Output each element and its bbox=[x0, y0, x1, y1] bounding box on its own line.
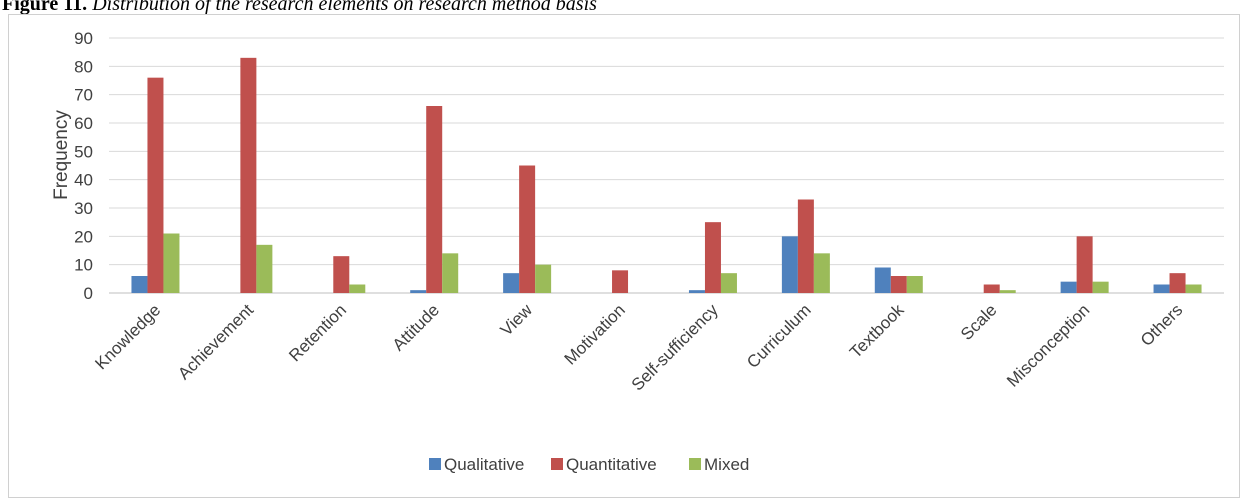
bar-qualitative-curriculum bbox=[781, 236, 798, 293]
bar-mixed-textbook bbox=[906, 276, 923, 293]
chart-area: 0 10 20 30 40 50 60 70 80 90 Knowledge Achievement… bbox=[8, 14, 1240, 498]
bar-mixed-others bbox=[1185, 284, 1202, 293]
x-tick-label: Knowledge bbox=[91, 300, 164, 373]
x-tick-label: View bbox=[497, 300, 537, 340]
y-tick-label: 20 bbox=[74, 227, 93, 246]
bar-qualitative-misconception bbox=[1060, 281, 1077, 293]
bar-quantitative-self-sufficiency bbox=[704, 222, 721, 293]
y-tick-label: 70 bbox=[74, 86, 93, 105]
x-tick-label: Motivation bbox=[561, 300, 629, 368]
bar-qualitative-self-sufficiency bbox=[688, 290, 705, 293]
x-axis-ticks: Knowledge Achievement Retention Attitude Vie… bbox=[91, 300, 1186, 395]
y-tick-label: 80 bbox=[74, 57, 93, 76]
legend-swatch bbox=[429, 458, 441, 470]
x-tick-label: Scale bbox=[957, 300, 1001, 344]
x-tick-label: Attitude bbox=[389, 300, 443, 354]
bar-mixed-retention bbox=[349, 284, 366, 293]
gridlines bbox=[109, 37, 1224, 294]
bar-quantitative-retention bbox=[333, 256, 350, 293]
legend-swatch bbox=[551, 458, 563, 470]
bar-qualitative-textbook bbox=[874, 267, 891, 293]
x-tick-label: Self-sufficiency bbox=[628, 300, 722, 394]
legend-label: Quantitative bbox=[566, 455, 657, 474]
bar-qualitative-view bbox=[503, 273, 520, 293]
legend-item-mixed: Mixed bbox=[689, 455, 749, 474]
y-tick-label: 90 bbox=[74, 29, 93, 48]
legend-label: Mixed bbox=[704, 455, 749, 474]
y-axis-ticks: 0 10 20 30 40 50 60 70 80 90 bbox=[74, 29, 93, 303]
y-tick-label: 30 bbox=[74, 199, 93, 218]
figure-caption: Figure 11. Distribution of the research … bbox=[2, 0, 597, 17]
x-tick-label: Misconception bbox=[1003, 300, 1093, 390]
legend-item-qualitative: Qualitative bbox=[429, 455, 524, 474]
bar-quantitative-view bbox=[519, 165, 536, 293]
bar-quantitative-attitude bbox=[426, 106, 443, 293]
y-axis-label: Frequency bbox=[51, 110, 72, 200]
x-tick-label: Others bbox=[1137, 300, 1187, 350]
figure-label: Figure 11. bbox=[2, 0, 88, 15]
bar-quantitative-curriculum bbox=[797, 199, 814, 293]
bar-qualitative-knowledge bbox=[131, 276, 148, 293]
x-tick-label: Textbook bbox=[846, 300, 908, 362]
legend-item-quantitative: Quantitative bbox=[551, 455, 657, 474]
x-tick-label: Achievement bbox=[174, 300, 257, 383]
bar-quantitative-others bbox=[1169, 273, 1186, 293]
bar-quantitative-achievement bbox=[240, 57, 257, 294]
bar-qualitative-others bbox=[1153, 284, 1170, 293]
figure-title: Distribution of the research elements on… bbox=[92, 0, 597, 15]
bar-mixed-attitude bbox=[442, 253, 459, 293]
y-tick-label: 0 bbox=[84, 284, 93, 303]
x-tick-label: Retention bbox=[285, 300, 350, 365]
bar-mixed-scale bbox=[999, 290, 1016, 293]
bar-quantitative-textbook bbox=[890, 276, 907, 293]
bar-quantitative-motivation bbox=[612, 270, 629, 293]
bar-mixed-knowledge bbox=[163, 233, 180, 293]
bars bbox=[131, 57, 1202, 294]
y-tick-label: 40 bbox=[74, 171, 93, 190]
y-tick-label: 50 bbox=[74, 142, 93, 161]
bar-mixed-misconception bbox=[1092, 281, 1109, 293]
bar-mixed-view bbox=[535, 264, 552, 293]
bar-quantitative-knowledge bbox=[147, 77, 164, 293]
bar-mixed-self-sufficiency bbox=[720, 273, 737, 293]
bar-mixed-achievement bbox=[256, 244, 273, 293]
bar-quantitative-scale bbox=[983, 284, 1000, 293]
bar-quantitative-misconception bbox=[1076, 236, 1093, 293]
bar-mixed-curriculum bbox=[813, 253, 830, 293]
legend-label: Qualitative bbox=[444, 455, 524, 474]
bar-chart: 0 10 20 30 40 50 60 70 80 90 Knowledge Achievement… bbox=[51, 29, 1224, 474]
y-tick-label: 60 bbox=[74, 114, 93, 133]
x-tick-label: Curriculum bbox=[743, 300, 815, 372]
bar-qualitative-attitude bbox=[410, 290, 427, 293]
legend: Qualitative Quantitative Mixed bbox=[429, 455, 749, 474]
y-tick-label: 10 bbox=[74, 256, 93, 275]
legend-swatch bbox=[689, 458, 701, 470]
